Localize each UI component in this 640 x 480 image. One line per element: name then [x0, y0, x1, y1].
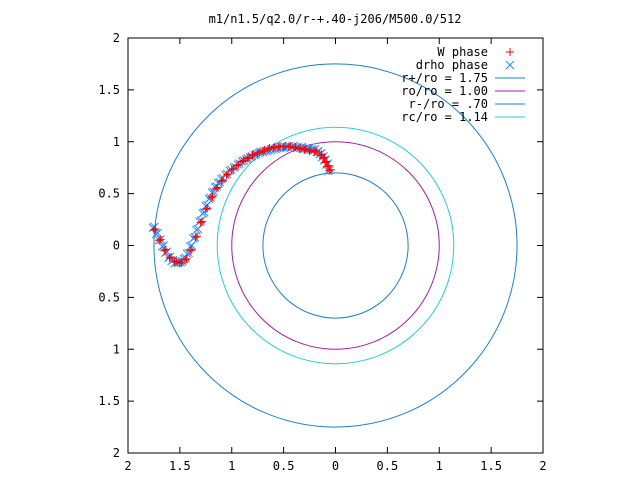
w-phase-point [170, 258, 179, 267]
w-phase-point [165, 253, 174, 262]
w-phase-point [305, 147, 314, 156]
w-phase-point [326, 165, 335, 174]
w-phase-point [255, 148, 264, 157]
w-phase-point [155, 236, 164, 245]
w-phase-point [269, 143, 278, 152]
y-tick-label: 0.5 [98, 187, 120, 201]
legend-label: drho phase [416, 58, 488, 72]
w-phase-point [310, 148, 319, 157]
w-phase-point [325, 166, 334, 175]
legend-label: rc/ro = 1.14 [401, 110, 488, 124]
w-phase-point [196, 218, 205, 227]
w-phase-point [291, 142, 300, 151]
y-tick-label: 1.5 [98, 394, 120, 408]
drho-phase-point [187, 241, 197, 250]
legend-label: r-/ro = .70 [409, 97, 488, 111]
w-phase-point [160, 246, 169, 255]
w-phase-point [264, 145, 273, 154]
w-phase-point [181, 256, 190, 265]
x-tick-label: 1 [228, 459, 235, 473]
w-phase-point [182, 255, 191, 264]
w-phase-point [198, 217, 207, 226]
w-phase-point [250, 150, 258, 159]
w-phase-point [167, 252, 175, 261]
w-phase-point [201, 205, 210, 214]
x-tick-label: 2 [539, 459, 546, 473]
y-tick-label: 1 [113, 342, 120, 356]
w-phase-point [218, 176, 227, 185]
legend-label: W phase [437, 45, 488, 59]
w-phase-point [151, 224, 160, 233]
w-phase-point [295, 145, 304, 154]
w-phase-point [320, 153, 329, 162]
w-phase-point [286, 141, 295, 150]
legend-marker [505, 60, 515, 70]
w-phase-point [243, 154, 252, 163]
w-phase-point [222, 170, 231, 179]
phase-points [148, 141, 335, 268]
legend-label: ro/ro = 1.00 [401, 84, 488, 98]
circle-ro [231, 141, 440, 350]
y-tick-label: 0.5 [98, 290, 120, 304]
legend-marker [506, 48, 514, 56]
w-phase-point [217, 177, 226, 186]
x-tick-label: 2 [124, 459, 131, 473]
w-phase-point [203, 204, 212, 213]
y-tick-label: 1.5 [98, 83, 120, 97]
x-tick-label: 1 [436, 459, 443, 473]
w-phase-point [300, 146, 309, 155]
w-phase-point [301, 145, 310, 154]
x-tick-label: 0.5 [377, 459, 399, 473]
w-phase-point [296, 144, 305, 153]
w-phase-point [192, 232, 201, 241]
w-phase-point [248, 151, 257, 160]
w-phase-point [191, 233, 200, 242]
x-tick-label: 1.5 [480, 459, 502, 473]
x-tick-label: 0 [332, 459, 339, 473]
circle-r- [262, 172, 409, 319]
axis-ticks: 2 1.5 1 0.5 0 0.5 1 1.5 221.510.500.511.52 [98, 31, 546, 473]
x-tick-label: 1.5 [169, 459, 191, 473]
w-phase-point [290, 143, 298, 152]
w-phase-point [175, 259, 184, 268]
w-phase-point [284, 142, 293, 151]
y-tick-label: 1 [113, 135, 120, 149]
w-phase-point [232, 161, 241, 170]
w-phase-point [307, 146, 316, 155]
w-phase-point [161, 245, 170, 254]
w-phase-point [224, 169, 233, 178]
y-tick-label: 2 [113, 446, 120, 460]
w-phase-point [177, 258, 186, 267]
w-phase-point [213, 183, 222, 192]
w-phase-point [253, 149, 262, 158]
w-phase-point [324, 161, 333, 170]
w-phase-point [156, 235, 165, 244]
w-phase-point [244, 153, 253, 162]
w-phase-point [258, 147, 267, 156]
y-tick-label: 0 [113, 239, 120, 253]
w-phase-point [312, 147, 321, 156]
reference-circles [153, 63, 518, 428]
w-phase-point [207, 193, 215, 202]
w-phase-point [208, 192, 217, 201]
w-phase-point [227, 165, 236, 174]
circle-rc [216, 126, 455, 365]
w-phase-point [186, 246, 195, 255]
w-phase-point [212, 184, 221, 193]
w-phase-point [238, 157, 247, 166]
y-tick-label: 2 [113, 31, 120, 45]
chart-title: m1/n1.5/q2.0/r-+.40-j206/M500.0/512 [209, 12, 462, 26]
w-phase-point [149, 225, 158, 234]
legend-label: r+/ro = 1.75 [401, 71, 488, 85]
w-phase-point [322, 157, 331, 166]
w-phase-point [172, 257, 181, 266]
w-phase-point [260, 146, 269, 155]
circle-r+ [153, 63, 518, 428]
w-phase-point [239, 156, 248, 165]
w-phase-point [187, 245, 196, 254]
x-tick-label: 0.5 [273, 459, 295, 473]
